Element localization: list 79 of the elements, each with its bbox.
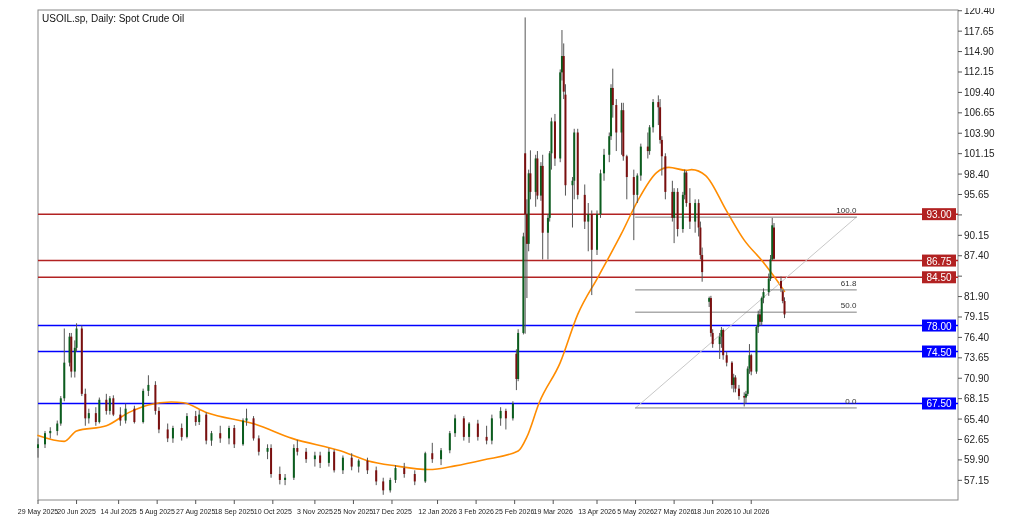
y-tick-label: 114.90	[964, 46, 995, 58]
y-tick-label: 120.40	[964, 5, 996, 17]
y-tick-label: 81.90	[964, 291, 990, 303]
candlestick	[166, 423, 169, 443]
y-tick-label: 68.15	[964, 393, 990, 405]
y-tick-label: 117.65	[964, 25, 995, 37]
candlestick	[454, 414, 457, 438]
candlestick	[485, 425, 488, 445]
y-tick-label: 106.65	[964, 107, 996, 119]
ref-line-label: 86.75	[926, 255, 952, 267]
candlestick	[147, 374, 150, 397]
y-tick-label: 73.65	[964, 352, 990, 364]
candlestick	[327, 447, 330, 468]
candlestick	[431, 442, 434, 464]
candlestick	[37, 437, 39, 459]
candlestick	[305, 447, 308, 464]
candlestick	[252, 415, 255, 442]
ref-line-label: 93.00	[926, 209, 952, 221]
candlestick	[462, 415, 465, 442]
candlestick	[124, 402, 127, 425]
candlestick	[440, 447, 443, 466]
candlestick	[375, 466, 378, 486]
candlestick	[44, 430, 47, 449]
candlestick	[511, 400, 514, 422]
candlestick	[108, 395, 111, 416]
candlestick	[499, 406, 502, 427]
candlestick	[333, 449, 336, 474]
y-tick-label: 98.40	[964, 168, 990, 180]
candlestick	[737, 384, 740, 401]
candlestick	[468, 421, 471, 444]
chart-title: USOIL.sp, Daily: Spot Crude Oil	[42, 13, 185, 24]
candlestick	[448, 430, 451, 454]
candlestick	[185, 412, 188, 439]
candlestick	[94, 406, 97, 427]
candlestick	[112, 394, 115, 417]
annotation: 100.0	[836, 206, 857, 216]
candlestick	[242, 417, 245, 447]
y-tick-label: 65.40	[964, 413, 990, 425]
candlestick	[228, 425, 231, 445]
y-tick-label: 59.90	[964, 454, 990, 466]
y-tick-label: 95.65	[964, 188, 990, 200]
ref-line-label: 74.50	[926, 346, 952, 358]
y-tick-label: 76.40	[964, 331, 990, 343]
candlestick	[636, 172, 639, 204]
line-series	[37, 166, 786, 471]
candlestick	[341, 454, 344, 475]
y-tick-label: 70.90	[964, 372, 990, 384]
y-tick-label: 112.15	[964, 66, 995, 78]
annotation: 50.0	[840, 301, 857, 311]
candlestick	[119, 406, 122, 427]
candlestick	[257, 434, 260, 456]
candlestick	[490, 414, 493, 445]
candlestick	[632, 169, 635, 241]
y-tick-label: 90.15	[964, 229, 990, 241]
candlestick	[476, 419, 479, 442]
candlestick	[625, 154, 628, 200]
candlestick	[98, 397, 101, 425]
y-tick-label: 101.15	[964, 148, 996, 160]
candlestick	[694, 198, 697, 234]
y-tick-label: 62.65	[964, 433, 990, 445]
ref-line-label: 84.50	[926, 272, 952, 284]
candlestick	[105, 393, 108, 416]
candlestick	[587, 202, 590, 252]
candlestick	[596, 209, 599, 256]
y-tick-label: 57.15	[964, 474, 990, 486]
ref-line-label: 78.00	[926, 320, 952, 332]
candlestick	[313, 451, 316, 468]
ref-line-label: 67.50	[926, 398, 952, 410]
candlestick	[284, 473, 287, 486]
y-tick-label: 79.15	[964, 311, 990, 323]
candlestick	[157, 406, 160, 434]
candlestick	[233, 424, 236, 449]
y-tick-label: 109.40	[964, 86, 996, 98]
annotation: 61.8	[840, 278, 857, 288]
candlestick	[319, 451, 322, 469]
candlestick	[504, 408, 507, 430]
y-tick-label: 87.40	[964, 250, 990, 262]
y-tick-label: 103.90	[964, 127, 996, 139]
candlestick	[688, 187, 691, 230]
